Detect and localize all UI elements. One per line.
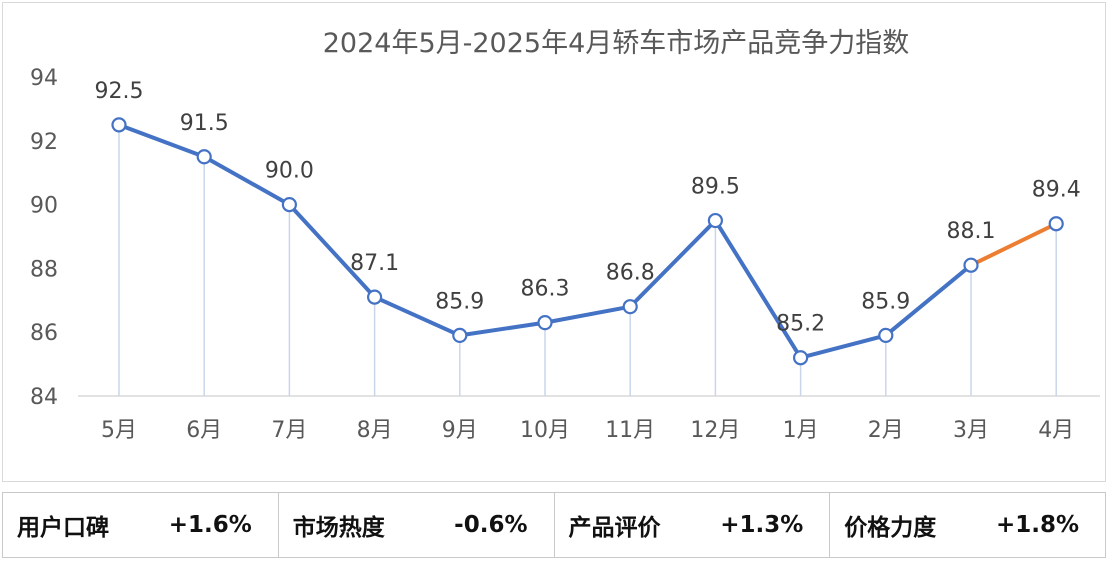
stat-product-rating: 产品评价 +1.3%: [555, 493, 831, 557]
highlight-segment: [969, 221, 1059, 268]
x-tick-label: 4月: [1038, 418, 1074, 443]
stat-label: 市场热度: [292, 515, 385, 541]
line-chart: 2024年5月-2025年4月轿车市场产品竞争力指数 848688909294 …: [30, 28, 1100, 443]
x-axis: 5月 6月 7月 8月 9月 10月 11月 12月 1月 2月 3月 4月: [101, 418, 1074, 443]
data-point-marker: [622, 299, 638, 315]
x-tick-label: 7月: [271, 418, 307, 443]
data-point-marker: [281, 197, 297, 213]
data-label: 90.0: [265, 159, 314, 184]
stat-user-reputation: 用户口碑 +1.6%: [3, 493, 279, 557]
x-tick-label: 12月: [690, 418, 740, 443]
data-point-marker: [196, 149, 212, 165]
x-tick-label: 8月: [357, 418, 393, 443]
stat-label: 产品评价: [568, 515, 661, 541]
y-axis: 84 86 88 90 92 94: [30, 66, 58, 410]
stat-label: 价格力度: [844, 515, 937, 541]
stat-value: +1.8%: [995, 512, 1079, 538]
stat-price-strength: 价格力度 +1.8%: [830, 493, 1105, 557]
data-label: 85.9: [861, 289, 910, 314]
data-point-marker: [111, 117, 127, 133]
data-point-marker: [367, 289, 383, 305]
drop-lines: [118, 124, 1057, 396]
data-labels: 92.5 91.5 90.0 87.1 85.9 86.3 86.8 89.5 85.2 85.9…: [95, 79, 1081, 337]
x-tick-label: 10月: [520, 418, 570, 443]
x-tick-label: 9月: [442, 418, 478, 443]
data-point-marker: [963, 257, 979, 273]
chart-title: 2024年5月-2025年4月轿车市场产品竞争力指数: [323, 28, 910, 59]
data-label: 92.5: [95, 79, 144, 104]
data-label: 85.2: [776, 312, 825, 337]
stat-value: +1.3%: [720, 512, 804, 538]
stat-value: +1.6%: [168, 512, 252, 538]
x-tick-label: 6月: [186, 418, 222, 443]
data-label: 89.5: [691, 175, 740, 200]
x-tick-label: 3月: [953, 418, 989, 443]
y-tick-label: 92: [30, 130, 58, 155]
data-point-marker: [878, 327, 894, 343]
chart-frame: [2, 2, 1106, 482]
data-label: 87.1: [350, 251, 399, 276]
stats-bar: 用户口碑 +1.6% 市场热度 -0.6% 产品评价 +1.3% 价格力度 +1…: [2, 492, 1106, 558]
data-label: 85.9: [435, 289, 484, 314]
x-tick-label: 5月: [101, 418, 137, 443]
stat-market-heat: 市场热度 -0.6%: [279, 493, 555, 557]
data-point-marker: [452, 327, 468, 343]
y-tick-label: 84: [30, 385, 58, 410]
data-point-marker: [1048, 216, 1064, 232]
data-point-marker: [792, 350, 809, 366]
x-tick-label: 2月: [868, 418, 904, 443]
data-point-marker: [707, 212, 724, 229]
data-label: 89.4: [1032, 178, 1081, 203]
data-label: 86.3: [521, 277, 570, 302]
series-line: [118, 122, 1059, 360]
stat-label: 用户口碑: [17, 515, 109, 541]
data-label: 86.8: [606, 261, 655, 286]
data-label: 91.5: [180, 111, 229, 136]
y-tick-label: 88: [30, 257, 58, 282]
x-tick-label: 11月: [605, 418, 655, 443]
data-label: 88.1: [947, 219, 996, 244]
y-tick-label: 94: [30, 66, 58, 91]
x-tick-label: 1月: [783, 418, 819, 443]
data-point-marker: [537, 315, 553, 331]
y-tick-label: 90: [30, 194, 58, 219]
stat-value: -0.6%: [454, 512, 528, 538]
data-points: [111, 117, 1064, 366]
y-tick-label: 86: [30, 321, 58, 346]
